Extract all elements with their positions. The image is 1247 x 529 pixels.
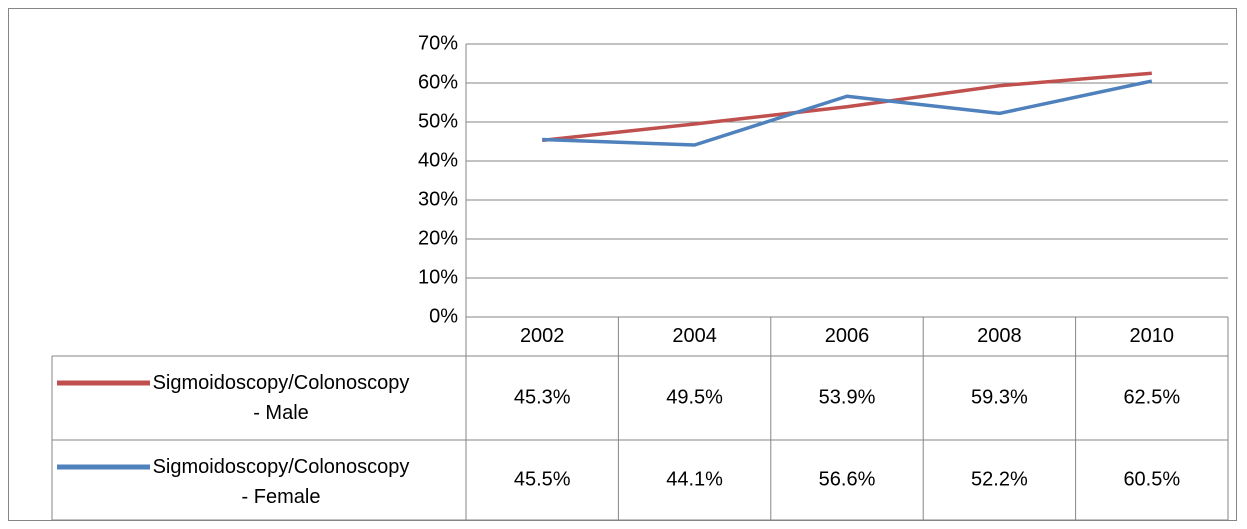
table-value: 53.9%: [819, 386, 876, 408]
table-value: 59.3%: [971, 386, 1028, 408]
legend-label: Sigmoidoscopy/Colonoscopy - Male: [152, 372, 410, 424]
y-tick-label: 60%: [418, 71, 458, 93]
chart-border: [8, 8, 1237, 521]
y-tick-label: 30%: [418, 188, 458, 210]
table-value: 49.5%: [666, 386, 723, 408]
x-tick-label: 2004: [672, 325, 717, 347]
x-tick-label: 2008: [977, 325, 1022, 347]
table-value: 52.2%: [971, 468, 1028, 490]
y-tick-label: 70%: [418, 32, 458, 54]
table-value: 62.5%: [1123, 386, 1180, 408]
y-tick-label: 0%: [429, 305, 458, 327]
table-value: 45.3%: [514, 386, 571, 408]
y-tick-label: 50%: [418, 110, 458, 132]
x-tick-label: 2002: [520, 325, 565, 347]
table-value: 44.1%: [666, 468, 723, 490]
x-tick-label: 2010: [1130, 325, 1175, 347]
series-line: [542, 79, 1153, 147]
y-tick-label: 40%: [418, 149, 458, 171]
table-value: 60.5%: [1123, 468, 1180, 490]
y-tick-label: 20%: [418, 227, 458, 249]
y-tick-label: 10%: [418, 266, 458, 288]
table-value: 56.6%: [819, 468, 876, 490]
table-value: 45.5%: [514, 468, 571, 490]
series-line: [542, 71, 1152, 143]
legend-label: Sigmoidoscopy/Colonoscopy - Female: [152, 456, 410, 508]
x-tick-label: 2006: [825, 325, 870, 347]
